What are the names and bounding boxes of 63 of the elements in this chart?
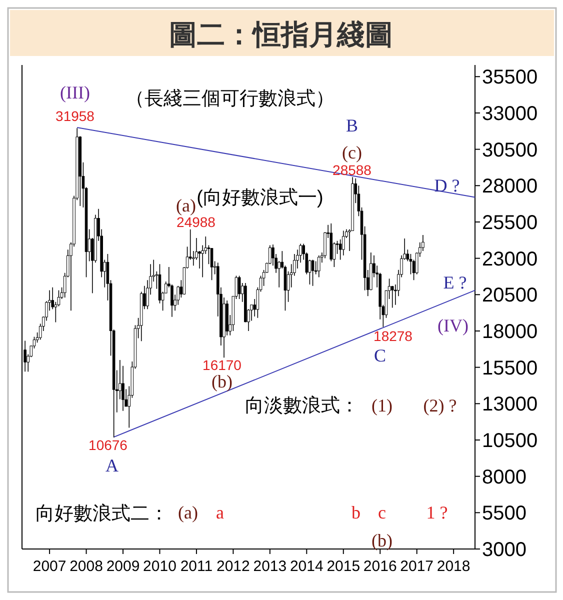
x-tick-label: 2010 — [143, 558, 176, 575]
annotation: (2) ? — [423, 395, 457, 416]
y-tick-label: 23000 — [482, 248, 538, 270]
y-tick-label: 10500 — [482, 430, 538, 452]
annotation: C — [374, 345, 386, 366]
annotation: E ? — [443, 272, 467, 292]
y-tick-label: 18000 — [482, 320, 538, 343]
x-tick-label: 2012 — [216, 558, 250, 575]
x-tick-label: 2011 — [180, 558, 213, 575]
y-tick-label: 20500 — [482, 284, 538, 307]
x-tick-label: 2013 — [253, 558, 287, 575]
annotation: 1 ? — [426, 502, 448, 522]
x-tick-label: 2015 — [326, 558, 360, 575]
annotation: 向淡數浪式： — [245, 394, 359, 417]
x-tick-label: 2008 — [70, 558, 103, 575]
y-tick-label: 33000 — [482, 102, 538, 125]
y-tick-label: 25500 — [482, 212, 538, 234]
annotation: D ? — [434, 175, 460, 196]
annotation: (III) — [60, 82, 90, 102]
annotation: (b) — [212, 371, 232, 392]
annotation: (c) — [342, 142, 362, 162]
candlestick — [198, 250, 201, 269]
y-tick-label: 28000 — [482, 176, 538, 198]
y-tick-label: 8000 — [482, 466, 526, 488]
candlestick — [210, 248, 214, 281]
annotation: 18278 — [374, 328, 413, 344]
annotation: （長綫三個可行數浪式） — [126, 88, 334, 110]
x-tick-label: 2017 — [400, 558, 434, 575]
candlestick — [338, 239, 342, 260]
annotation: 向好數浪式二： — [36, 502, 168, 525]
y-tick-label: 35500 — [482, 66, 538, 89]
annotation: (1) — [372, 395, 392, 416]
annotation: A — [106, 455, 118, 476]
y-tick-label: 30500 — [482, 139, 538, 162]
x-tick-label: 2009 — [106, 558, 140, 575]
x-tick-label: 2018 — [436, 558, 470, 575]
annotation: c — [378, 502, 386, 522]
candlestick — [207, 244, 210, 265]
annotation: a — [216, 502, 224, 522]
y-tick-label: 13000 — [482, 394, 538, 416]
y-tick-label: 3000 — [482, 539, 526, 561]
annotation: (向好數浪式一) — [196, 186, 324, 209]
candlestick — [390, 286, 394, 308]
x-tick-label: 2014 — [290, 558, 324, 575]
annotation: b — [352, 502, 360, 522]
annotation: (IV) — [438, 315, 468, 336]
annotation: B — [346, 115, 358, 136]
candlestick — [318, 255, 320, 278]
y-tick-label: 5500 — [482, 502, 526, 525]
annotation: 10676 — [88, 436, 128, 453]
chart-title: 圖二：恒指月綫圖 — [169, 19, 393, 50]
annotation: 28588 — [332, 162, 372, 178]
candlestick — [342, 230, 345, 256]
x-tick-label: 2016 — [363, 558, 397, 575]
annotation: 31958 — [56, 108, 95, 124]
y-tick-label: 15500 — [482, 357, 538, 380]
annotation: (a) — [176, 195, 196, 216]
annotation: (a) — [178, 502, 198, 522]
annotation: (b) — [372, 530, 392, 550]
x-tick-label: 2007 — [32, 558, 66, 575]
annotation: 16170 — [202, 356, 242, 373]
candlestick — [311, 259, 314, 286]
candlestick — [238, 275, 241, 300]
